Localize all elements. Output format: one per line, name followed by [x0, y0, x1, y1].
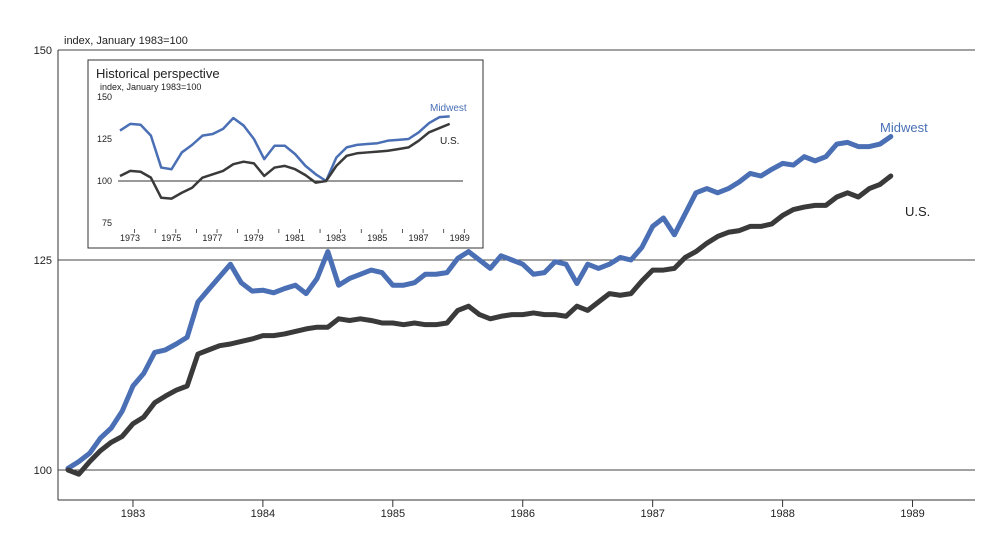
inset-series-label-midwest: Midwest — [430, 103, 467, 114]
main-y-tick-labels: 100 125 150 — [34, 45, 52, 477]
main-chart: 100 125 150 1983 1984 1985 1986 1987 1988 1989 i… — [34, 35, 975, 520]
main-x-tick-1987: 1987 — [640, 508, 664, 520]
inset-chart: Historical perspective index, January 19… — [87, 59, 484, 249]
inset-x-tick-1983: 1983 — [326, 233, 346, 243]
inset-title: Historical perspective — [96, 66, 220, 81]
inset-x-tick-1977: 1977 — [202, 233, 222, 243]
inset-x-tick-1987: 1987 — [408, 233, 428, 243]
main-x-tick-1989: 1989 — [900, 508, 924, 520]
inset-y-tick-100: 100 — [97, 176, 112, 186]
inset-y-tick-labels: 75 100 125 150 — [97, 92, 112, 228]
main-y-tick-100: 100 — [34, 465, 52, 477]
main-x-tick-labels: 1983 1984 1985 1986 1987 1988 1989 — [121, 500, 925, 520]
main-note: index, January 1983=100 — [64, 35, 188, 47]
inset-x-tick-1981: 1981 — [285, 233, 305, 243]
inset-x-tick-1985: 1985 — [367, 233, 387, 243]
inset-x-tick-1973: 1973 — [120, 233, 140, 243]
main-y-tick-150: 150 — [34, 45, 52, 57]
inset-frame — [87, 59, 484, 249]
inset-x-tick-1979: 1979 — [244, 233, 264, 243]
main-y-tick-125: 125 — [34, 255, 52, 267]
main-series-line-us — [65, 173, 894, 477]
main-series-label-us: U.S. — [905, 204, 930, 219]
inset-x-tick-1989: 1989 — [450, 233, 470, 243]
inset-series-label-us: U.S. — [440, 136, 459, 147]
inset-series-line-us — [119, 122, 451, 200]
main-x-tick-1988: 1988 — [770, 508, 794, 520]
inset-y-tick-150: 150 — [97, 92, 112, 102]
inset-y-tick-75: 75 — [102, 218, 112, 228]
main-x-tick-1986: 1986 — [511, 508, 535, 520]
inset-y-tick-125: 125 — [97, 134, 112, 144]
inset-series-line-midwest — [119, 115, 450, 183]
main-series-line-midwest — [65, 134, 894, 471]
main-series — [65, 134, 894, 477]
inset-x-tick-1975: 1975 — [161, 233, 181, 243]
main-x-tick-1983: 1983 — [121, 508, 145, 520]
main-series-label-midwest: Midwest — [880, 120, 928, 135]
inset-note: index, January 1983=100 — [100, 82, 201, 92]
inset-series — [119, 115, 451, 200]
inset-x-tick-labels: 1973 1975 1977 1979 1981 1983 1985 1987 1989 — [120, 229, 470, 243]
main-x-tick-1985: 1985 — [381, 508, 405, 520]
main-x-tick-1984: 1984 — [251, 508, 275, 520]
